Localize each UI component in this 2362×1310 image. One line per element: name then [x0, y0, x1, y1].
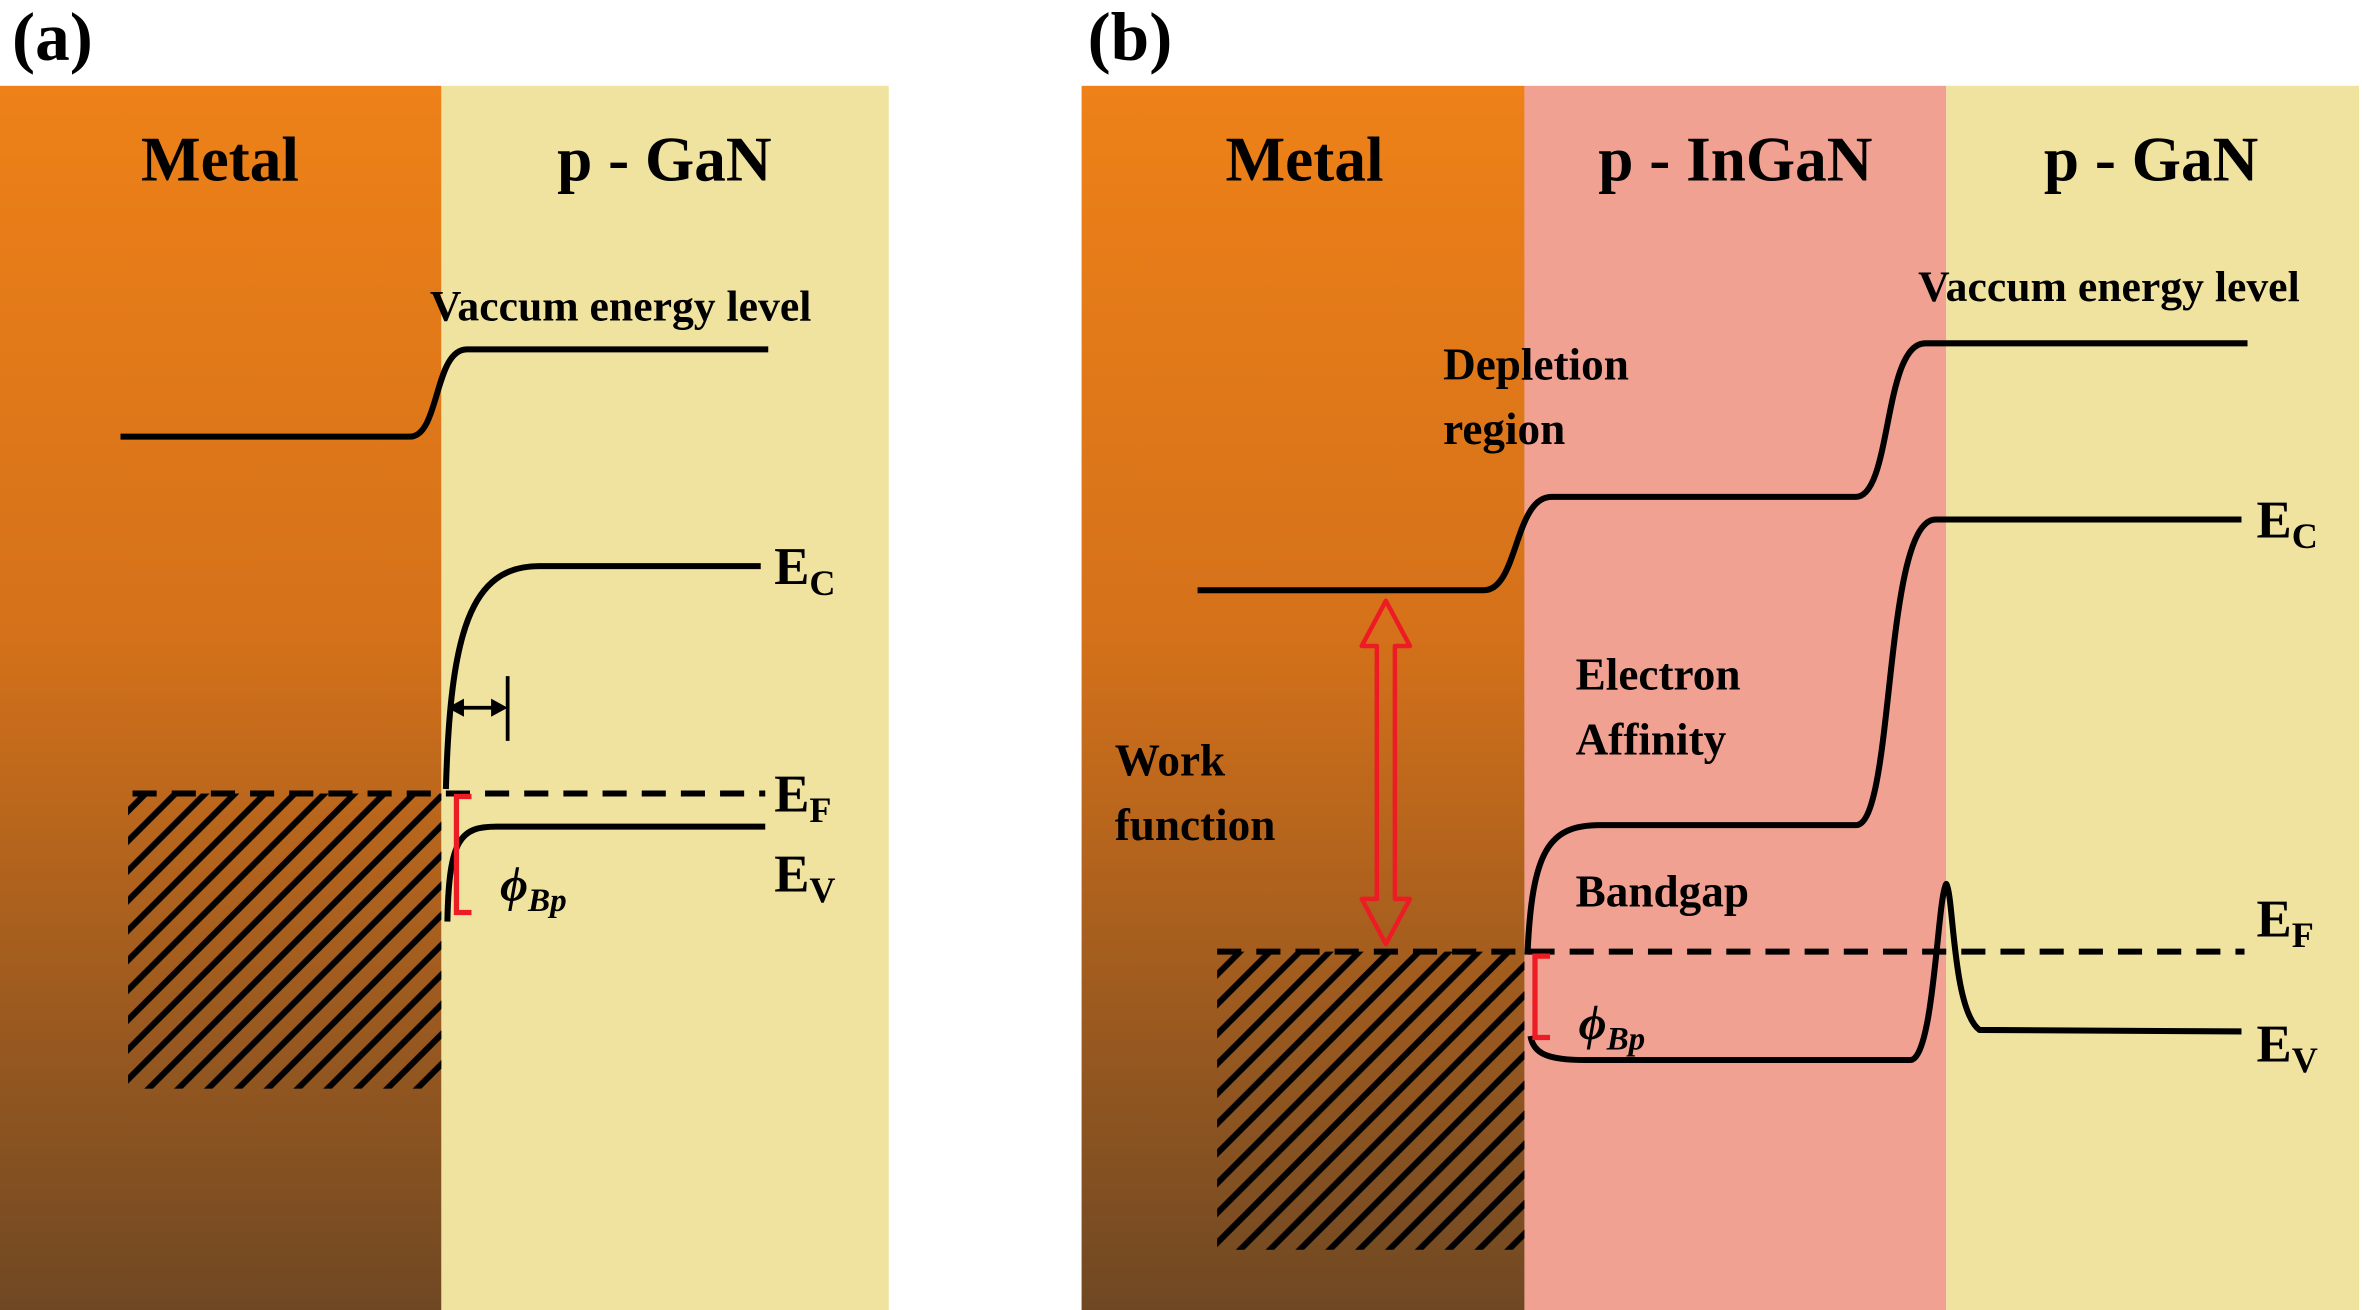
metal-title-a: Metal	[141, 125, 299, 195]
metal-region-a	[0, 85, 442, 1310]
vacuum-level-label-b: Vaccum energy level	[1918, 263, 2300, 311]
vacuum-level-line-b	[1197, 340, 2248, 594]
metal-title-b: Metal	[1225, 125, 1383, 195]
vacuum-level-line-a	[120, 346, 769, 440]
p-ingan-title-b: p - InGaN	[1598, 125, 1872, 195]
ec-label-a: EC	[774, 538, 835, 603]
conduction-band-line-a	[442, 563, 761, 790]
ef-label-a: EF	[774, 766, 831, 831]
p-gan-region-b	[1946, 85, 2359, 1310]
barrier-bracket-a	[453, 793, 472, 916]
valence-band-line-b	[1527, 880, 2242, 1064]
depletion-region-label-line2: region	[1443, 404, 1565, 454]
ev-label-a: EV	[774, 845, 835, 910]
vacuum-level-label-a: Vaccum energy level	[430, 283, 812, 331]
depletion-width-arrowhead-left	[447, 698, 464, 717]
work-function-arrow	[1359, 598, 1413, 947]
panel-a: (a) Metal p - GaN Vaccum energy level ϕB…	[0, 0, 889, 1310]
barrier-bracket-b	[1532, 953, 1551, 1041]
ec-label-b: EC	[2257, 492, 2318, 557]
panel-a-tag: (a)	[12, 0, 93, 75]
work-function-label-line1: Work	[1115, 735, 1226, 785]
p-gan-region-a	[441, 85, 889, 1310]
p-gan-title-b: p - GaN	[2044, 125, 2258, 195]
metal-filled-states-b	[1217, 951, 1525, 1250]
phi-bp-label-a: ϕBp	[500, 858, 567, 919]
panel-b: (b) Metal p - InGaN p - GaN Vaccum energ…	[1081, 0, 2359, 1310]
metal-filled-states-a	[128, 793, 442, 1089]
phi-bp-label-b: ϕBp	[1579, 997, 1646, 1058]
electron-affinity-label-line2: Affinity	[1576, 714, 1727, 764]
valence-band-line-a	[444, 823, 766, 922]
ef-label-b: EF	[2257, 891, 2314, 956]
p-ingan-region-b	[1524, 85, 1947, 1310]
work-function-label-line2: function	[1115, 800, 1276, 850]
p-gan-title-a: p - GaN	[557, 125, 771, 195]
bandgap-label: Bandgap	[1576, 866, 1749, 916]
electron-affinity-label-line1: Electron	[1576, 650, 1741, 700]
ev-label-b: EV	[2257, 1016, 2318, 1081]
depletion-region-label-line1: Depletion	[1443, 339, 1629, 389]
panel-b-tag: (b)	[1088, 0, 1173, 75]
depletion-width-arrowhead-right	[491, 698, 508, 717]
conduction-band-line-b	[1524, 516, 2242, 955]
